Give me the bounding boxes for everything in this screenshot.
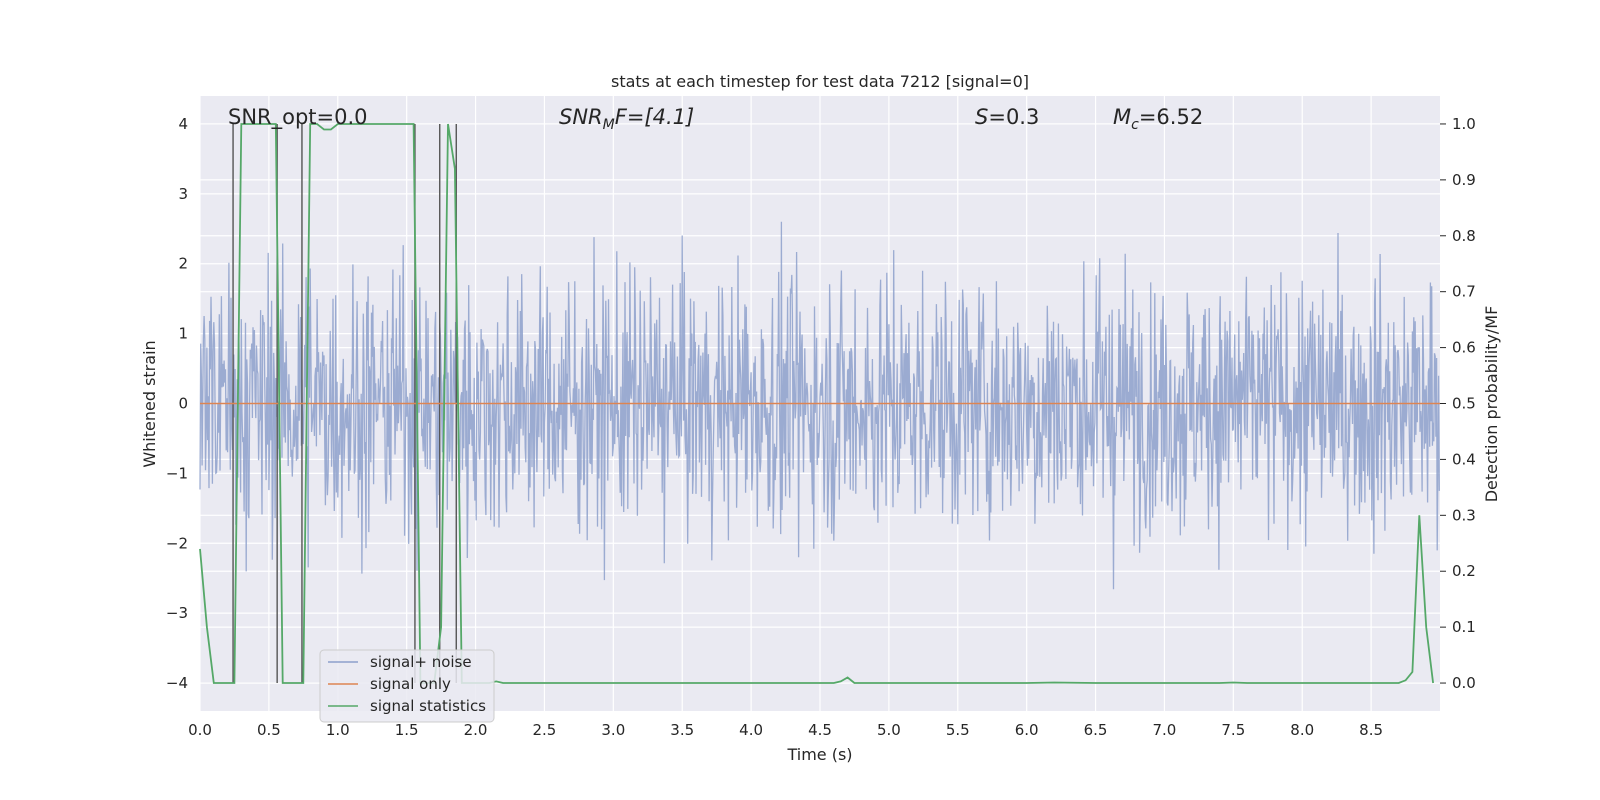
x-tick-label: 4.5 xyxy=(808,721,832,739)
annotation-mc-sub: c xyxy=(1131,117,1139,133)
annotation-snr-mf-rest: F=[4.1] xyxy=(615,105,694,129)
y-tick-label: −2 xyxy=(166,534,188,552)
x-tick-label: 3.0 xyxy=(601,721,625,739)
legend-label-signal-statistics: signal statistics xyxy=(370,697,486,715)
y-axis-label: Whitened strain xyxy=(140,340,159,467)
y2-tick-label: 0.8 xyxy=(1452,227,1476,245)
x-axis-label: Time (s) xyxy=(786,745,852,764)
y2-tick-label: 0.0 xyxy=(1452,674,1476,692)
y2-tick-label: 0.7 xyxy=(1452,283,1476,301)
annotation-s-var: S xyxy=(975,105,988,129)
series-layer xyxy=(199,123,1440,684)
y2-axis-label: Detection probability/MF xyxy=(1482,306,1501,503)
annotation-s-rest: =0.3 xyxy=(988,105,1039,129)
x-tick-labels: 0.0 0.5 1.0 1.5 2.0 2.5 3.0 3.5 4.0 4.5 5.0 5.5 6.0 6… xyxy=(188,721,1383,739)
chart-title: stats at each timestep for test data 721… xyxy=(611,72,1029,91)
annotation-mc-rest: =6.52 xyxy=(1139,105,1203,129)
x-tick-label: 7.0 xyxy=(1153,721,1177,739)
x-tick-label: 2.0 xyxy=(464,721,488,739)
y-tick-label: −3 xyxy=(166,604,188,622)
x-tick-label: 0.0 xyxy=(188,721,212,739)
y-tick-labels: 4 3 2 1 0 −1 −2 −3 −4 xyxy=(166,115,188,692)
y-tick-label: 4 xyxy=(178,115,188,133)
x-tick-label: 8.5 xyxy=(1359,721,1383,739)
x-tick-label: 2.5 xyxy=(533,721,557,739)
x-tick-label: 8.0 xyxy=(1290,721,1314,739)
y2-tick-label: 1.0 xyxy=(1452,115,1476,133)
annotation-snr-mf: SNRMF=[4.1] xyxy=(559,105,694,133)
legend-label-signal-only: signal only xyxy=(370,675,451,693)
annotation-snr-mf-sub: M xyxy=(603,117,615,133)
y-tick-label: 0 xyxy=(178,395,188,413)
y2-tick-label: 0.1 xyxy=(1452,618,1476,636)
y2-tick-label: 0.9 xyxy=(1452,171,1476,189)
y2-tick-label: 0.5 xyxy=(1452,395,1476,413)
y2-tick-label: 0.2 xyxy=(1452,562,1476,580)
annotation-mc: Mc=6.52 xyxy=(1113,105,1203,133)
y-tick-label: 1 xyxy=(178,325,188,343)
x-tick-label: 5.0 xyxy=(877,721,901,739)
x-tick-label: 5.5 xyxy=(946,721,970,739)
annotation-mc-var: M xyxy=(1113,105,1131,129)
y-tick-label: 3 xyxy=(178,185,188,203)
y2-tick-label: 0.3 xyxy=(1452,506,1476,524)
y2-tick-label: 0.4 xyxy=(1452,450,1476,468)
x-tick-label: 0.5 xyxy=(257,721,281,739)
x-tick-label: 7.5 xyxy=(1221,721,1245,739)
y2-tick-labels: 1.0 0.9 0.8 0.7 0.6 0.5 0.4 0.3 0.2 0.1 0.0 xyxy=(1440,115,1476,692)
series-signal-noise xyxy=(199,221,1440,590)
y-tick-label: −1 xyxy=(166,464,188,482)
series-signal-statistics xyxy=(199,123,1434,684)
y-tick-label: 2 xyxy=(178,255,188,273)
annotation-s: S=0.3 xyxy=(975,105,1039,129)
x-tick-label: 6.0 xyxy=(1015,721,1039,739)
y-tick-label: −4 xyxy=(166,674,188,692)
legend-box xyxy=(319,649,495,723)
legend: signal+ noise signal only signal statist… xyxy=(319,649,495,723)
x-tick-label: 1.0 xyxy=(326,721,350,739)
x-tick-label: 4.0 xyxy=(739,721,763,739)
annotation-snr-opt: SNR_opt=0.0 xyxy=(228,105,368,130)
x-tick-label: 1.5 xyxy=(395,721,419,739)
annotation-snr-mf-base: SNR xyxy=(559,105,603,129)
legend-label-signal-noise: signal+ noise xyxy=(370,653,472,671)
x-tick-label: 3.5 xyxy=(670,721,694,739)
x-tick-label: 6.5 xyxy=(1084,721,1108,739)
y2-tick-label: 0.6 xyxy=(1452,339,1476,357)
